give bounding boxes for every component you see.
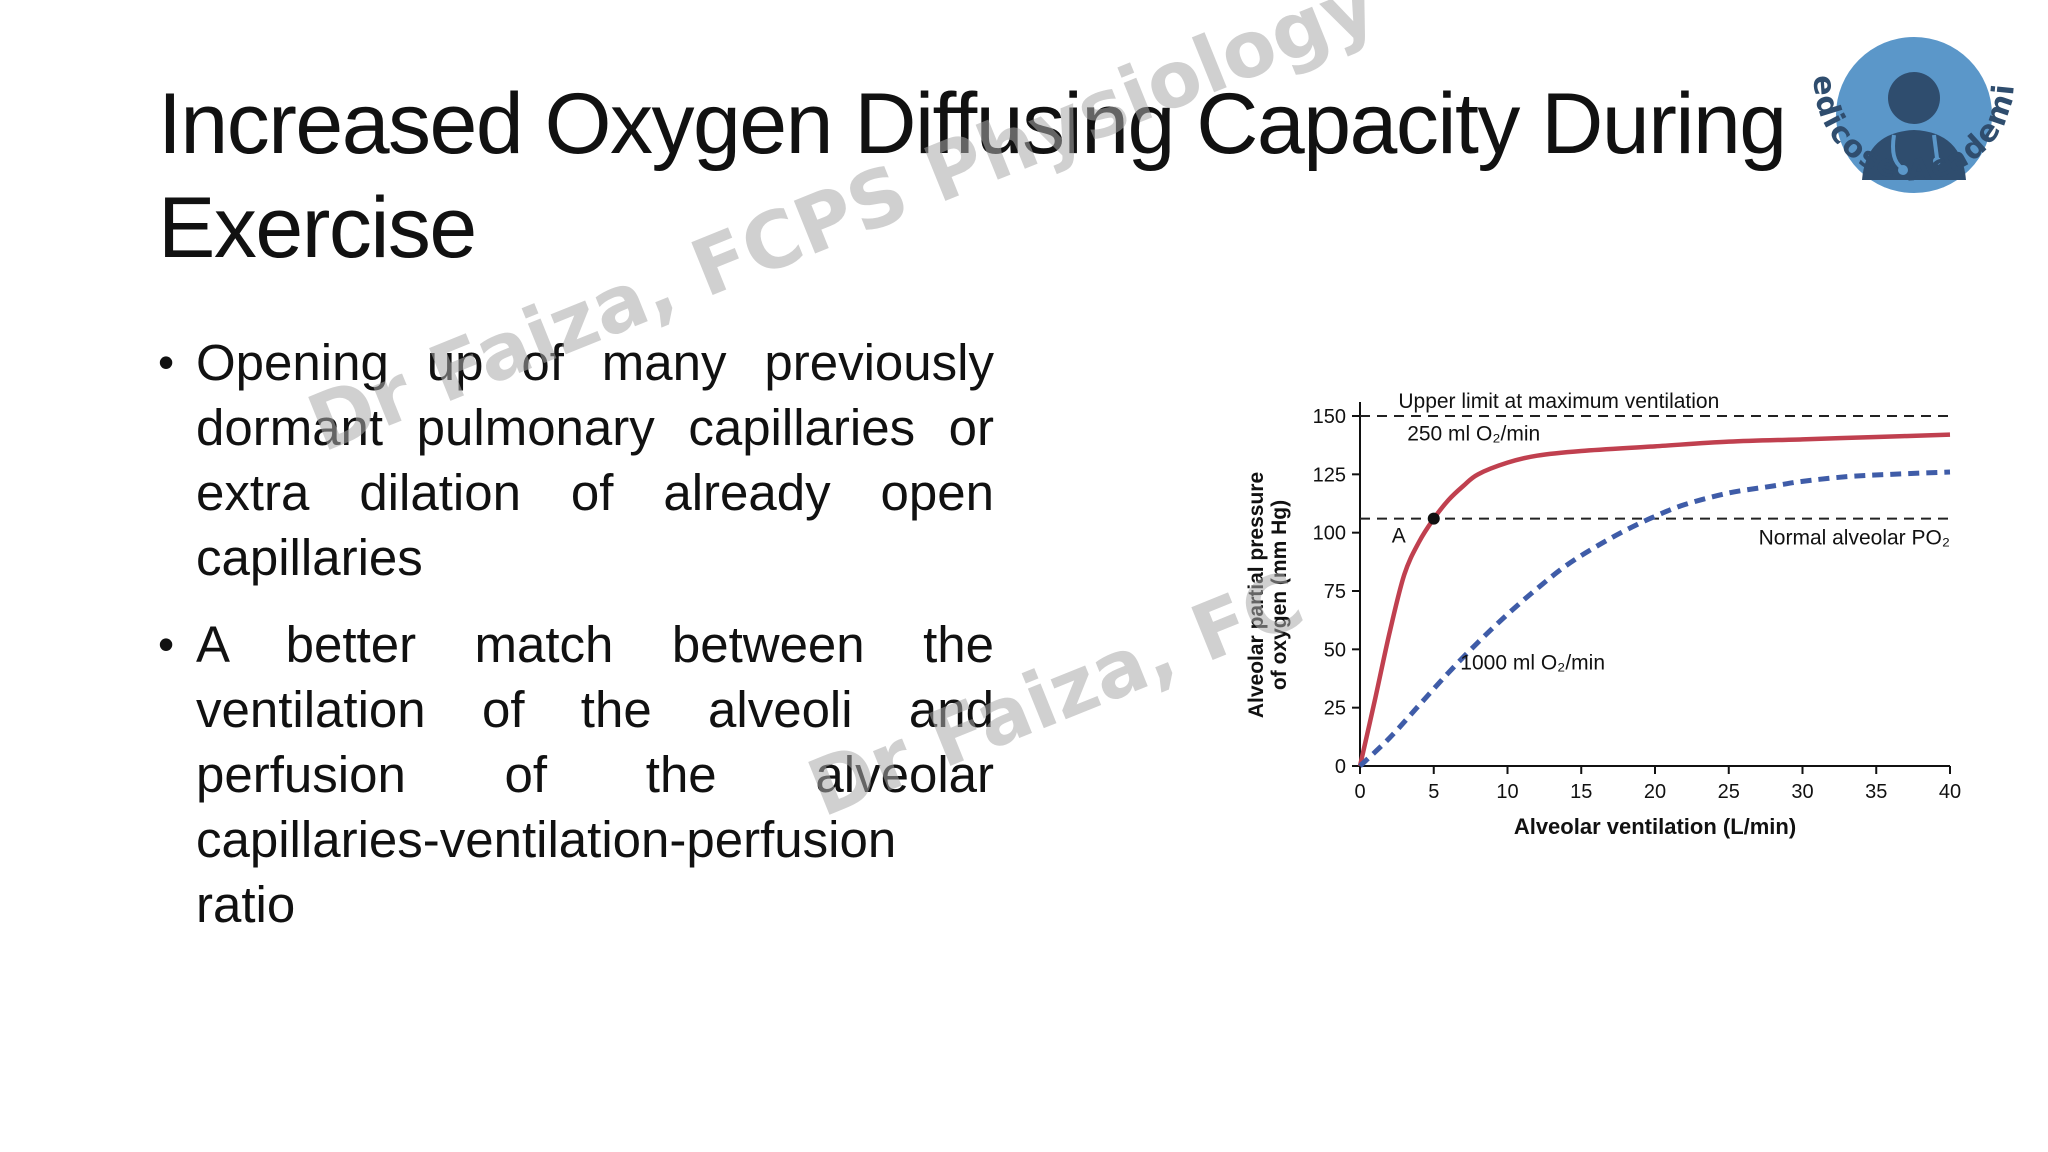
bullet-text: Opening up of many previously dormant pu…: [196, 334, 994, 586]
x-tick-label: 25: [1718, 781, 1740, 803]
y-tick-label: 75: [1324, 581, 1346, 603]
x-tick-label: 10: [1496, 781, 1518, 803]
doctor-avatar-icon: [1862, 72, 1966, 180]
point-a-marker: [1427, 512, 1440, 525]
x-tick-label: 35: [1865, 781, 1887, 803]
y-tick-label: 150: [1313, 406, 1346, 428]
bullet-dot: •: [158, 336, 175, 388]
y-tick-label: 0: [1335, 756, 1346, 778]
y-axis-label: Alveolar partial pressure: [1245, 472, 1268, 718]
series-label: 1000 ml O₂/min: [1460, 651, 1605, 674]
x-tick-label: 30: [1791, 781, 1813, 803]
y-axis-label: of oxygen (mm Hg): [1268, 500, 1291, 690]
bullet-text: A better match between the ventilation o…: [196, 616, 994, 933]
bullet-dot: •: [158, 618, 175, 670]
reference-line-label: Normal alveolar PO₂: [1759, 527, 1950, 550]
bullet-list: • Opening up of many previously dormant …: [158, 330, 994, 959]
series-label: 250 ml O₂/min: [1407, 423, 1540, 446]
series-line-1000: [1358, 469, 1951, 768]
medicose-academics-logo: Medicose Academics: [1782, 20, 2020, 193]
x-axis-label: Alveolar ventilation (L/min): [1514, 814, 1796, 839]
bullet-item: • Opening up of many previously dormant …: [158, 330, 994, 590]
bullet-item: • A better match between the ventilation…: [158, 612, 994, 937]
x-tick-label: 0: [1354, 781, 1365, 803]
series-line-250: [1357, 432, 1951, 767]
oxygen-pressure-chart: 0 25 50 75 100 125 150 0 5 10 15 20 25 30 35 40 Alveolar…: [1245, 390, 1961, 839]
y-tick-label: 100: [1313, 523, 1346, 545]
x-tick-label: 40: [1939, 781, 1961, 803]
slide-title: Increased Oxygen Diffusing Capacity Duri…: [158, 76, 1787, 276]
reference-line-label: Upper limit at maximum ventilation: [1398, 390, 1719, 413]
y-tick-label: 50: [1324, 639, 1346, 661]
x-tick-label: 5: [1428, 781, 1439, 803]
y-tick-label: 25: [1324, 698, 1346, 720]
x-tick-label: 20: [1644, 781, 1666, 803]
point-a-label: A: [1392, 525, 1406, 548]
y-tick-label: 125: [1313, 464, 1346, 486]
x-tick-label: 15: [1570, 781, 1592, 803]
